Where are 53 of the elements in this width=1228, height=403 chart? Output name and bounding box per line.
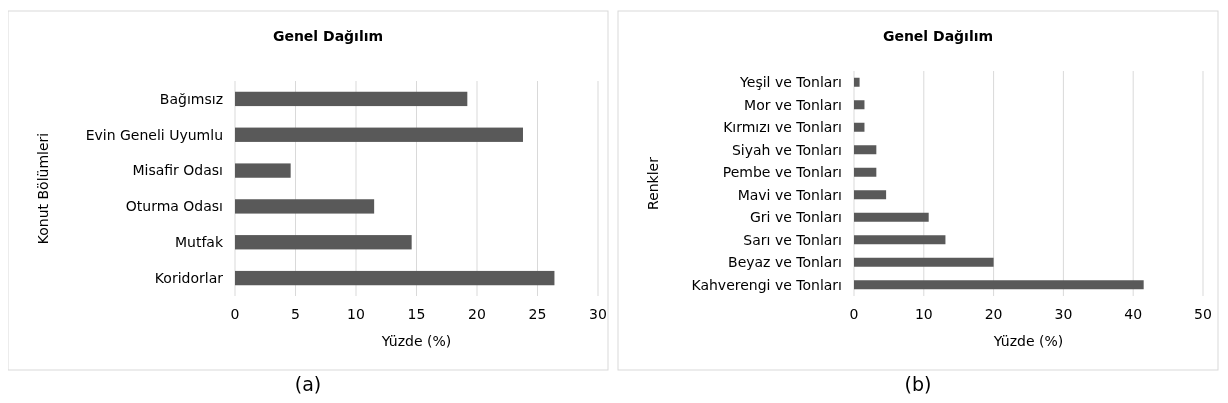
- y-tick-label: Oturma Odası: [125, 198, 223, 215]
- y-tick-label: Kırmızı ve Tonları: [723, 119, 842, 136]
- x-tick-label: 15: [407, 306, 426, 322]
- x-tick-label: 30: [589, 306, 607, 322]
- bar: [235, 91, 468, 107]
- bar: [854, 122, 865, 132]
- bar: [854, 235, 946, 245]
- x-tick-label: 50: [1194, 306, 1212, 322]
- bar: [854, 212, 929, 222]
- bar: [235, 235, 412, 250]
- y-tick-label: Mavi ve Tonları: [737, 186, 842, 203]
- bar: [854, 77, 860, 87]
- y-tick-label: Evin Geneli Uyumlu: [85, 126, 223, 143]
- y-tick-label: Mutfak: [174, 234, 224, 251]
- bar: [854, 145, 877, 155]
- bar: [235, 127, 523, 142]
- chart-title: Genel Dağılım: [272, 28, 384, 44]
- x-tick-label: 10: [914, 306, 933, 322]
- y-tick-label: Mor ve Tonları: [744, 96, 842, 113]
- y-tick-label: Bağımsız: [159, 90, 223, 107]
- bar: [854, 280, 1144, 290]
- y-axis-title: Renkler: [645, 156, 661, 210]
- y-tick-label: Kahverengi ve Tonları: [691, 276, 842, 293]
- bar: [854, 100, 865, 110]
- y-tick-label: Beyaz ve Tonları: [728, 254, 842, 271]
- y-tick-label: Gri ve Tonları: [749, 209, 842, 226]
- chart-title: Genel Dağılım: [882, 28, 994, 44]
- x-axis-title: Yüzde (%): [992, 333, 1064, 349]
- x-tick-label: 0: [230, 306, 240, 322]
- bar: [854, 257, 994, 267]
- text: (b): [904, 373, 932, 395]
- bar: [854, 190, 887, 200]
- y-tick-label: Sarı ve Tonları: [743, 231, 842, 248]
- bar: [854, 167, 877, 177]
- y-axis-title: Konut Bölümleri: [35, 132, 51, 245]
- y-tick-label: Pembe ve Tonları: [722, 164, 842, 181]
- x-tick-label: 40: [1124, 306, 1143, 322]
- bar: [235, 199, 375, 214]
- y-tick-label: Yeşil ve Tonları: [739, 74, 842, 91]
- bar: [235, 270, 555, 286]
- x-tick-label: 30: [1054, 306, 1073, 322]
- y-tick-label: Misafir Odası: [132, 162, 223, 179]
- x-tick-label: 20: [984, 306, 1003, 322]
- x-tick-label: 0: [849, 306, 859, 322]
- y-tick-label: Koridorlar: [154, 269, 224, 286]
- text: (a): [294, 373, 322, 395]
- x-tick-label: 20: [468, 306, 486, 322]
- x-tick-label: 25: [528, 306, 547, 322]
- bar: [235, 163, 291, 178]
- x-tick-label: 10: [347, 306, 365, 322]
- x-tick-label: 5: [291, 306, 300, 322]
- x-axis-title: Yüzde (%): [380, 333, 452, 349]
- y-tick-label: Siyah ve Tonları: [731, 141, 842, 158]
